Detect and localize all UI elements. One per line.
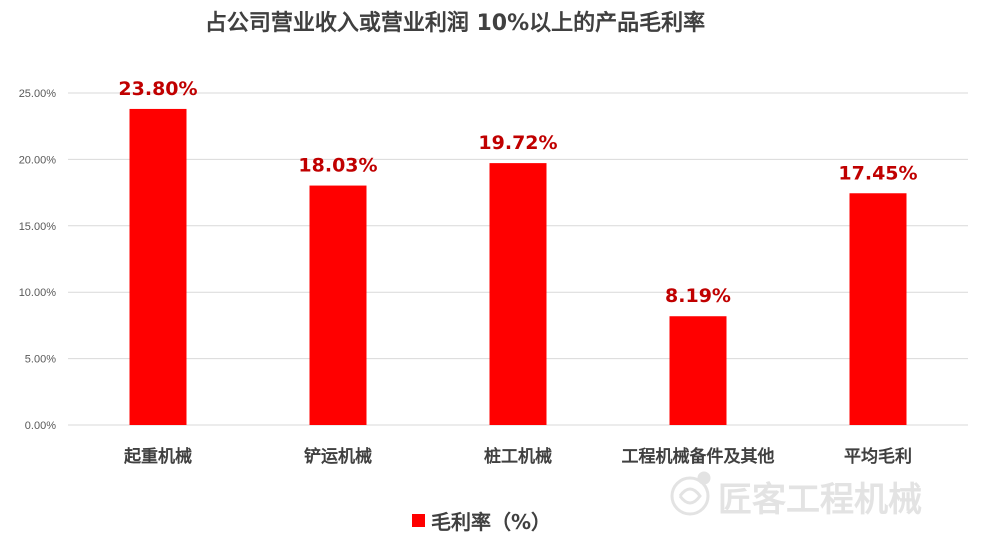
watermark-logo-icon (670, 471, 711, 516)
bar (129, 108, 187, 425)
y-tick-label: 5.00% (25, 354, 56, 366)
x-tick-label: 起重机械 (123, 446, 192, 467)
y-tick-label: 20.00% (19, 154, 57, 166)
y-axis-ticks: 0.00% 5.00% 10.00% 15.00% 20.00% 25.00% (19, 88, 57, 432)
x-tick-label: 平均毛利 (844, 446, 912, 467)
watermark: 匠客工程机械 (670, 471, 922, 520)
x-tick-label: 桩工机械 (484, 446, 552, 467)
data-label: 19.72% (478, 132, 557, 154)
y-tick-label: 15.00% (19, 221, 57, 233)
x-tick-label: 工程机械备件及其他 (622, 446, 775, 467)
bar (489, 163, 547, 425)
x-tick-label: 铲运机械 (304, 446, 372, 467)
data-label: 23.80% (118, 78, 197, 100)
y-tick-label: 25.00% (19, 88, 57, 100)
watermark-text: 匠客工程机械 (718, 480, 922, 520)
bar (309, 185, 367, 425)
bar (669, 316, 727, 425)
data-labels: 23.80% 18.03% 19.72% 8.19% 17.45% (118, 78, 917, 307)
bar (849, 193, 907, 425)
legend: 毛利率（%） (412, 510, 551, 534)
x-axis-ticks: 起重机械 铲运机械 桩工机械 工程机械备件及其他 平均毛利 (123, 446, 912, 467)
data-label: 8.19% (665, 285, 731, 307)
data-label: 18.03% (298, 155, 377, 177)
chart-title: 占公司营业收入或营业利润 10%以上的产品毛利率 (205, 10, 705, 36)
legend-label: 毛利率（%） (431, 510, 551, 534)
y-tick-label: 0.00% (25, 420, 56, 432)
bars (129, 108, 907, 425)
y-tick-label: 10.00% (19, 287, 57, 299)
data-label: 17.45% (838, 162, 917, 184)
legend-swatch (412, 514, 425, 527)
